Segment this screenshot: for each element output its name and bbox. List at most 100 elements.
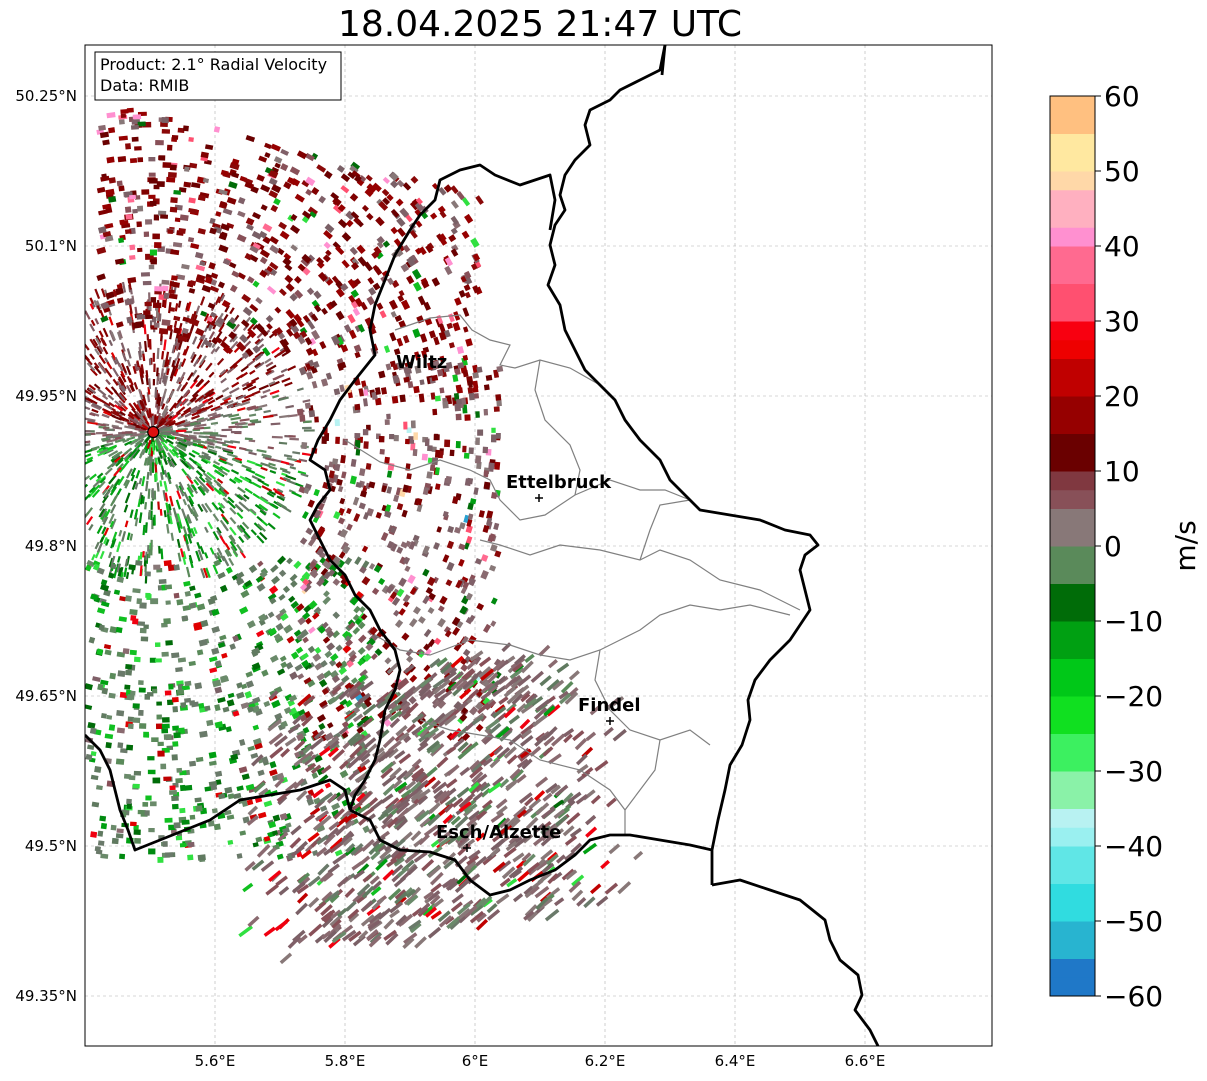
map-frame [84, 44, 993, 1047]
colorbar-band [1050, 246, 1095, 266]
colorbar-band [1050, 321, 1095, 341]
colorbar-ticks: 60 50 40 30 20 10 0 −10 −20 −30 −40 −50 −60 [1095, 80, 1163, 1013]
colorbar-band [1050, 114, 1095, 134]
colorbar-band [1050, 827, 1095, 847]
border-luxembourg-france [349, 808, 713, 897]
colorbar-band [1050, 189, 1095, 209]
colorbar-band [1050, 639, 1095, 659]
colorbar-band [1050, 396, 1095, 416]
city-marker-ettelbruck [535, 494, 543, 502]
longitude-tick-labels: 5.6°E 5.8°E 6°E 6.2°E 6.4°E 6.6°E [195, 1052, 886, 1070]
colorbar-band [1050, 621, 1095, 641]
colorbar-band [1050, 602, 1095, 622]
colorbar-tick-label: 20 [1104, 380, 1140, 413]
colorbar-tick-label: 60 [1104, 80, 1140, 113]
colorbar-band [1050, 921, 1095, 941]
colorbar-band [1050, 902, 1095, 922]
colorbar-band [1050, 227, 1095, 247]
city-ettelbruck[interactable]: Ettelbruck [506, 472, 612, 502]
lon-tick-label: 6.6°E [845, 1052, 886, 1070]
colorbar-band [1050, 133, 1095, 153]
colorbar-tick-label: −50 [1104, 905, 1163, 938]
city-findel[interactable]: Findel [578, 695, 641, 725]
info-data-source: Data: RMIB [100, 76, 189, 95]
border-france-germany [711, 878, 880, 1046]
lon-tick-label: 6.2°E [585, 1052, 626, 1070]
border-belgium-luxembourg [308, 45, 667, 811]
colorbar-band [1050, 958, 1095, 978]
colorbar-band [1050, 489, 1095, 509]
lat-tick-label: 49.65°N [15, 687, 77, 705]
city-label-ettelbruck: Ettelbruck [506, 472, 612, 493]
lat-tick-label: 50.1°N [25, 237, 77, 255]
colorbar-band [1050, 283, 1095, 303]
colorbar-band [1050, 414, 1095, 434]
colorbar-band [1050, 696, 1095, 716]
colorbar-tick-label: 50 [1104, 155, 1140, 188]
colorbar-tick-label: 30 [1104, 305, 1140, 338]
district-border-north [394, 314, 601, 386]
lat-tick-label: 49.35°N [15, 987, 77, 1005]
colorbar-band [1050, 527, 1095, 547]
colorbar-tick-label: −40 [1104, 830, 1163, 863]
district-border-remich [624, 739, 661, 811]
colorbar-band [1050, 789, 1095, 809]
latitude-tick-labels: 50.25°N 50.1°N 49.95°N 49.8°N 49.65°N 49.5°N 4… [15, 87, 77, 1005]
city-marker-esch-alzette [463, 844, 471, 852]
lat-tick-label: 49.8°N [25, 537, 77, 555]
city-marker-findel [606, 717, 614, 725]
map-area[interactable] [85, 45, 992, 1046]
colorbar: 60 50 40 30 20 10 0 −10 −20 −30 −40 −50 −60 m/s [1049, 80, 1202, 1013]
colorbar-band [1050, 771, 1095, 791]
colorbar-tick-label: 0 [1104, 530, 1122, 563]
lat-tick-label: 49.95°N [15, 387, 77, 405]
colorbar-band [1050, 808, 1095, 828]
district-border-south [419, 719, 626, 835]
city-label-findel: Findel [578, 695, 641, 716]
map-title: 18.04.2025 21:47 UTC [337, 4, 743, 45]
colorbar-tick-label: −20 [1104, 680, 1163, 713]
colorbar-tick-label: 40 [1104, 230, 1140, 263]
colorbar-bands [1050, 96, 1095, 997]
colorbar-band [1050, 546, 1095, 566]
lat-tick-label: 49.5°N [25, 837, 77, 855]
colorbar-band [1050, 977, 1095, 997]
city-wiltz[interactable]: Wiltz [396, 352, 447, 373]
district-border-echternach [639, 499, 691, 561]
colorbar-band [1050, 452, 1095, 472]
info-product: Product: 2.1° Radial Velocity [100, 55, 327, 74]
city-esch-alzette[interactable]: Esch/Alzette [436, 822, 561, 852]
colorbar-band [1050, 864, 1095, 884]
district-border-east [534, 359, 581, 496]
colorbar-band [1050, 939, 1095, 959]
colorbar-band [1050, 264, 1095, 284]
colorbar-band [1050, 508, 1095, 528]
colorbar-band [1050, 714, 1095, 734]
colorbar-band [1050, 583, 1095, 603]
colorbar-tick-label: 10 [1104, 455, 1140, 488]
colorbar-band [1050, 846, 1095, 866]
colorbar-band [1050, 302, 1095, 322]
district-border-wiltz-south [344, 439, 691, 521]
city-label-esch-alzette: Esch/Alzette [436, 822, 561, 843]
border-belgium-france [85, 734, 352, 852]
colorbar-band [1050, 564, 1095, 584]
lon-tick-label: 5.6°E [195, 1052, 236, 1070]
colorbar-band [1050, 339, 1095, 359]
district-border-central [469, 604, 791, 661]
colorbar-band [1050, 677, 1095, 697]
info-box: Product: 2.1° Radial Velocity Data: RMIB [94, 51, 342, 101]
lon-tick-label: 6.4°E [715, 1052, 756, 1070]
colorbar-band [1050, 358, 1095, 378]
colorbar-band [1050, 752, 1095, 772]
colorbar-band [1050, 152, 1095, 172]
colorbar-band [1050, 471, 1095, 491]
lat-tick-label: 50.25°N [15, 87, 77, 105]
colorbar-tick-label: −10 [1104, 605, 1163, 638]
colorbar-tick-label: −60 [1104, 980, 1163, 1013]
colorbar-unit-label: m/s [1169, 520, 1202, 571]
city-label-wiltz: Wiltz [396, 352, 447, 373]
radar-site-marker[interactable] [147, 425, 160, 439]
lon-tick-label: 6°E [462, 1052, 489, 1070]
